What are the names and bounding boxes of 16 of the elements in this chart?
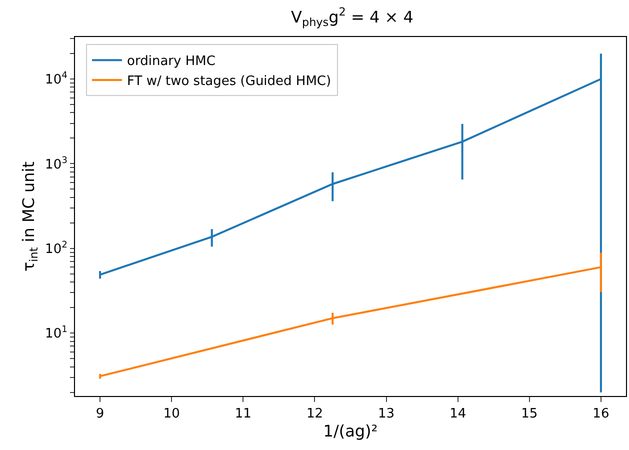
chart-title: V$_{phys}$g$^{2}$ = 4 × 4 — [291, 6, 414, 29]
x-tick-label: 12 — [306, 406, 323, 422]
y-tick-label: 10$^{1}$ — [45, 325, 68, 342]
x-tick-label: 11 — [234, 406, 252, 422]
x-tick-label: 10 — [163, 406, 180, 422]
y-tick-label: 10$^{4}$ — [45, 71, 68, 88]
x-axis-title: 1/(ag)² — [323, 421, 378, 440]
legend-label: FT w/ two stages (Guided HMC) — [127, 74, 332, 90]
y-tick-label: 10$^{2}$ — [45, 240, 68, 257]
x-tick-label: 13 — [378, 406, 395, 422]
x-tick-label: 15 — [521, 406, 538, 422]
x-tick-label: 14 — [450, 406, 466, 422]
x-tick-label: 9 — [96, 406, 104, 422]
legend-label: ordinary HMC — [127, 54, 216, 70]
x-tick-label: 16 — [592, 406, 610, 422]
y-tick-label: 10$^{3}$ — [45, 156, 68, 172]
